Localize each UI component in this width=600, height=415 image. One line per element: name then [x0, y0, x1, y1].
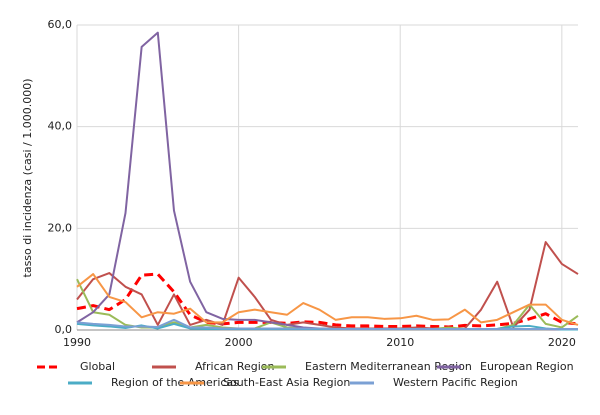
legend-label: Eastern Mediterranean Region: [305, 360, 472, 373]
legend-label: Western Pacific Region: [393, 376, 518, 389]
y-tick-label: 40,0: [48, 120, 73, 133]
y-tick-label: 20,0: [48, 221, 73, 234]
x-tick-label: 1990: [63, 336, 91, 349]
x-tick-label: 2000: [225, 336, 253, 349]
y-tick-label: 0,0: [55, 323, 73, 336]
series-line: [76, 241, 579, 330]
series-line: [76, 278, 579, 330]
legend-label: Region of the Americas: [111, 376, 239, 389]
series-line: [76, 318, 578, 330]
x-tick-label: 2020: [548, 336, 576, 349]
series-line: [76, 273, 579, 326]
x-tick-label: 2010: [386, 336, 414, 349]
y-tick-label: 60,0: [48, 18, 73, 31]
y-axis-label: tasso di incidenza (casi / 1.000.000): [21, 79, 34, 278]
legend-label: Global: [80, 360, 115, 373]
legend-label: European Region: [480, 360, 574, 373]
series-line: [76, 272, 579, 329]
legend-label: African Region: [195, 360, 275, 373]
series-line: [76, 31, 578, 331]
legend-label: South-East Asia Region: [223, 376, 350, 389]
